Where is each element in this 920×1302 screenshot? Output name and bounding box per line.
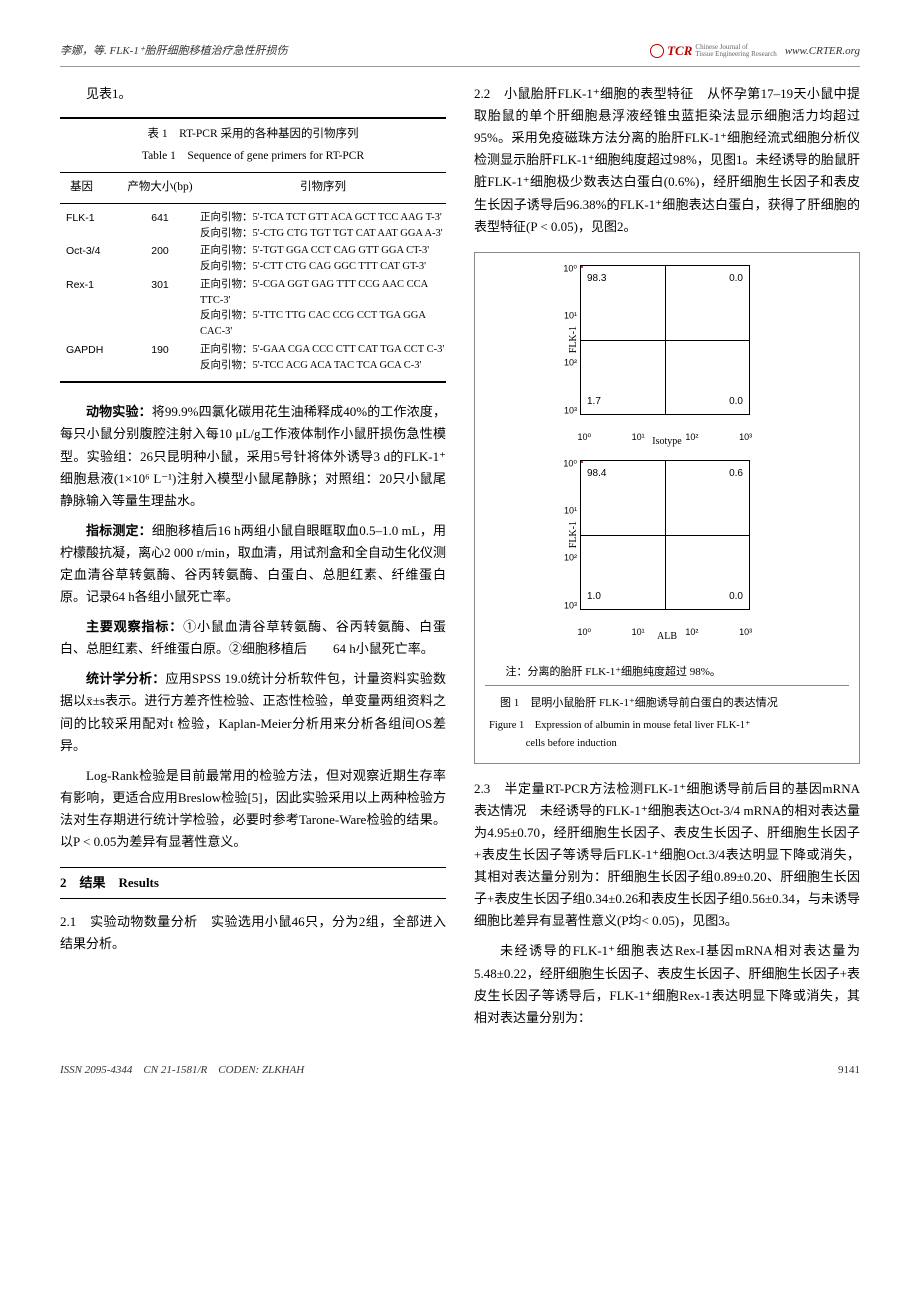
scatter-plot-alb: FLK-1 98.4 0.6 1.0 0.0 10⁰ 10¹ 10² bbox=[562, 460, 772, 645]
th-gene: 基因 bbox=[60, 178, 120, 198]
text-2-3: 未经诱导的FLK-1⁺细胞表达Oct-3/4 mRNA的相对表达量为4.95±0… bbox=[474, 803, 860, 928]
th-primer: 引物序列 bbox=[200, 178, 446, 198]
label-main-obs: 主要观察指标： bbox=[86, 619, 183, 634]
table-row: FLK-1641正向引物：5'-TCA TCT GTT ACA GCT TCC … bbox=[60, 210, 446, 242]
section-2-title: 2 结果 Results bbox=[60, 875, 159, 890]
text-2-2: 从怀孕第17–19天小鼠中提取胎鼠的单个肝细胞悬浮液经锥虫蓝拒染法显示细胞活力均… bbox=[474, 86, 860, 234]
table-1: 表 1 RT-PCR 采用的各种基因的引物序列 Table 1 Sequence… bbox=[60, 117, 446, 383]
logo-side: Chinese Journal of Tissue Engineering Re… bbox=[695, 44, 776, 58]
para-stats: 统计学分析：应用SPSS 19.0统计分析软件包，计量资料实验数据以x̄±s表示… bbox=[60, 668, 446, 756]
scatter-plot-isotype: FLK-1 98.3 0.0 1.7 0.0 10⁰ 10¹ 10² bbox=[562, 265, 772, 450]
journal-logo: TCR Chinese Journal of Tissue Engineerin… bbox=[650, 40, 777, 62]
figure-1: FLK-1 98.3 0.0 1.7 0.0 10⁰ 10¹ 10² bbox=[474, 252, 860, 764]
plot-area-1: 98.3 0.0 1.7 0.0 10⁰ 10¹ 10² 10³ 10⁰ bbox=[580, 265, 750, 415]
cell-size: 200 bbox=[120, 243, 200, 275]
page-header: 李娜，等. FLK-1⁺胎肝细胞移植治疗急性肝损伤 TCR Chinese Jo… bbox=[60, 40, 860, 67]
quad-br-1: 0.0 bbox=[729, 393, 743, 410]
quad-bl-2: 1.0 bbox=[587, 588, 601, 605]
footer-issn: ISSN 2095-4344 CN 21-1581/R CODEN: ZLKHA… bbox=[60, 1061, 304, 1080]
page-number: 9141 bbox=[838, 1061, 860, 1080]
label-animal-exp: 动物实验： bbox=[86, 404, 152, 419]
table-row: Rex-1301正向引物：5'-CGA GGT GAG TTT CCG AAC … bbox=[60, 277, 446, 340]
header-url: www.CRTER.org bbox=[785, 42, 860, 61]
table-row: GAPDH190正向引物：5'-GAA CGA CCC CTT CAT TGA … bbox=[60, 342, 446, 374]
para-2-2: 2.2 小鼠胎肝FLK-1⁺细胞的表型特征 从怀孕第17–19天小鼠中提取胎鼠的… bbox=[474, 83, 860, 238]
right-column: 2.2 小鼠胎肝FLK-1⁺细胞的表型特征 从怀孕第17–19天小鼠中提取胎鼠的… bbox=[474, 83, 860, 1037]
para-animal-exp: 动物实验：将99.9%四氯化碳用花生油稀释成40%的工作浓度，每只小鼠分别腹腔注… bbox=[60, 401, 446, 511]
plot-area-2: 98.4 0.6 1.0 0.0 10⁰ 10¹ 10² 10³ 10⁰ bbox=[580, 460, 750, 610]
label-index: 指标测定： bbox=[86, 523, 152, 538]
para-see-table1: 见表1。 bbox=[60, 83, 446, 105]
label-2-1: 2.1 实验动物数量分析 bbox=[60, 914, 198, 929]
label-2-2: 2.2 小鼠胎肝FLK-1⁺细胞的表型特征 bbox=[474, 86, 694, 101]
cell-primers: 正向引物：5'-CGA GGT GAG TTT CCG AAC CCA TTC-… bbox=[200, 277, 446, 340]
cell-primers: 正向引物：5'-TCA TCT GTT ACA GCT TCC AAG T-3'… bbox=[200, 210, 446, 242]
two-column-layout: 见表1。 表 1 RT-PCR 采用的各种基因的引物序列 Table 1 Seq… bbox=[60, 83, 860, 1037]
figure-1-note: 注：分离的胎肝 FLK-1⁺细胞纯度超过 98%。 bbox=[485, 655, 849, 687]
figure-1-caption-cn: 图 1 昆明小鼠胎肝 FLK-1⁺细胞诱导前白蛋白的表达情况 bbox=[485, 692, 849, 715]
para-2-3: 2.3 半定量RT-PCR方法检测FLK-1⁺细胞诱导前后目的基因mRNA表达情… bbox=[474, 778, 860, 933]
figure-1-caption-en: Figure 1 Expression of albumin in mouse … bbox=[485, 715, 849, 755]
plot-divider-h bbox=[581, 340, 749, 341]
logo-circle-icon bbox=[650, 44, 664, 58]
quad-tr-2: 0.6 bbox=[729, 465, 743, 482]
table1-title-en: Table 1 Sequence of gene primers for RT-… bbox=[60, 147, 446, 174]
para-logrank: Log-Rank检验是目前最常用的检验方法，但对观察近期生存率有影响，更适合应用… bbox=[60, 765, 446, 853]
quad-bl-1: 1.7 bbox=[587, 393, 601, 410]
section-2-heading: 2 结果 Results bbox=[60, 867, 446, 899]
para-2-1: 2.1 实验动物数量分析 实验选用小鼠46只，分为2组，全部进入结果分析。 bbox=[60, 911, 446, 955]
para-main-obs: 主要观察指标：①小鼠血清谷草转氨酶、谷丙转氨酶、白蛋白、总胆红素、纤维蛋白原。②… bbox=[60, 616, 446, 660]
cell-gene: GAPDH bbox=[60, 342, 120, 374]
table-row: Oct-3/4200正向引物：5'-TGT GGA CCT CAG GTT GG… bbox=[60, 243, 446, 275]
cell-gene: Oct-3/4 bbox=[60, 243, 120, 275]
table1-header-row: 基因 产物大小(bp) 引物序列 bbox=[60, 173, 446, 204]
cell-gene: Rex-1 bbox=[60, 277, 120, 340]
left-column: 见表1。 表 1 RT-PCR 采用的各种基因的引物序列 Table 1 Seq… bbox=[60, 83, 446, 1037]
cell-gene: FLK-1 bbox=[60, 210, 120, 242]
cell-size: 301 bbox=[120, 277, 200, 340]
label-stats: 统计学分析： bbox=[86, 671, 166, 686]
header-left: 李娜，等. FLK-1⁺胎肝细胞移植治疗急性肝损伤 bbox=[60, 42, 288, 61]
page-footer: ISSN 2095-4344 CN 21-1581/R CODEN: ZLKHA… bbox=[60, 1061, 860, 1080]
y-ticks-2: 10⁰ 10¹ 10² 10³ bbox=[555, 461, 579, 609]
cell-size: 641 bbox=[120, 210, 200, 242]
plot-divider-h-2 bbox=[581, 535, 749, 536]
table1-body: FLK-1641正向引物：5'-TCA TCT GTT ACA GCT TCC … bbox=[60, 204, 446, 382]
para-index: 指标测定：细胞移植后16 h两组小鼠自眼眶取血0.5–1.0 mL，用柠檬酸抗凝… bbox=[60, 520, 446, 608]
cell-primers: 正向引物：5'-TGT GGA CCT CAG GTT GGA CT-3'反向引… bbox=[200, 243, 446, 275]
para-2-3b: 未经诱导的FLK-1⁺细胞表达Rex-I基因mRNA相对表达量为5.48±0.2… bbox=[474, 940, 860, 1028]
text-animal-exp: 将99.9%四氯化碳用花生油稀释成40%的工作浓度，每只小鼠分别腹腔注射入每10… bbox=[60, 404, 446, 507]
cell-primers: 正向引物：5'-GAA CGA CCC CTT CAT TGA CCT C-3'… bbox=[200, 342, 446, 374]
header-right: TCR Chinese Journal of Tissue Engineerin… bbox=[650, 40, 860, 62]
quad-br-2: 0.0 bbox=[729, 588, 743, 605]
th-size: 产物大小(bp) bbox=[120, 178, 200, 198]
quad-tl-1: 98.3 bbox=[587, 270, 606, 287]
table1-title-cn: 表 1 RT-PCR 采用的各种基因的引物序列 bbox=[60, 119, 446, 147]
cell-size: 190 bbox=[120, 342, 200, 374]
logo-text: TCR bbox=[667, 40, 692, 62]
quad-tl-2: 98.4 bbox=[587, 465, 606, 482]
y-ticks-1: 10⁰ 10¹ 10² 10³ bbox=[555, 266, 579, 414]
quad-tr-1: 0.0 bbox=[729, 270, 743, 287]
